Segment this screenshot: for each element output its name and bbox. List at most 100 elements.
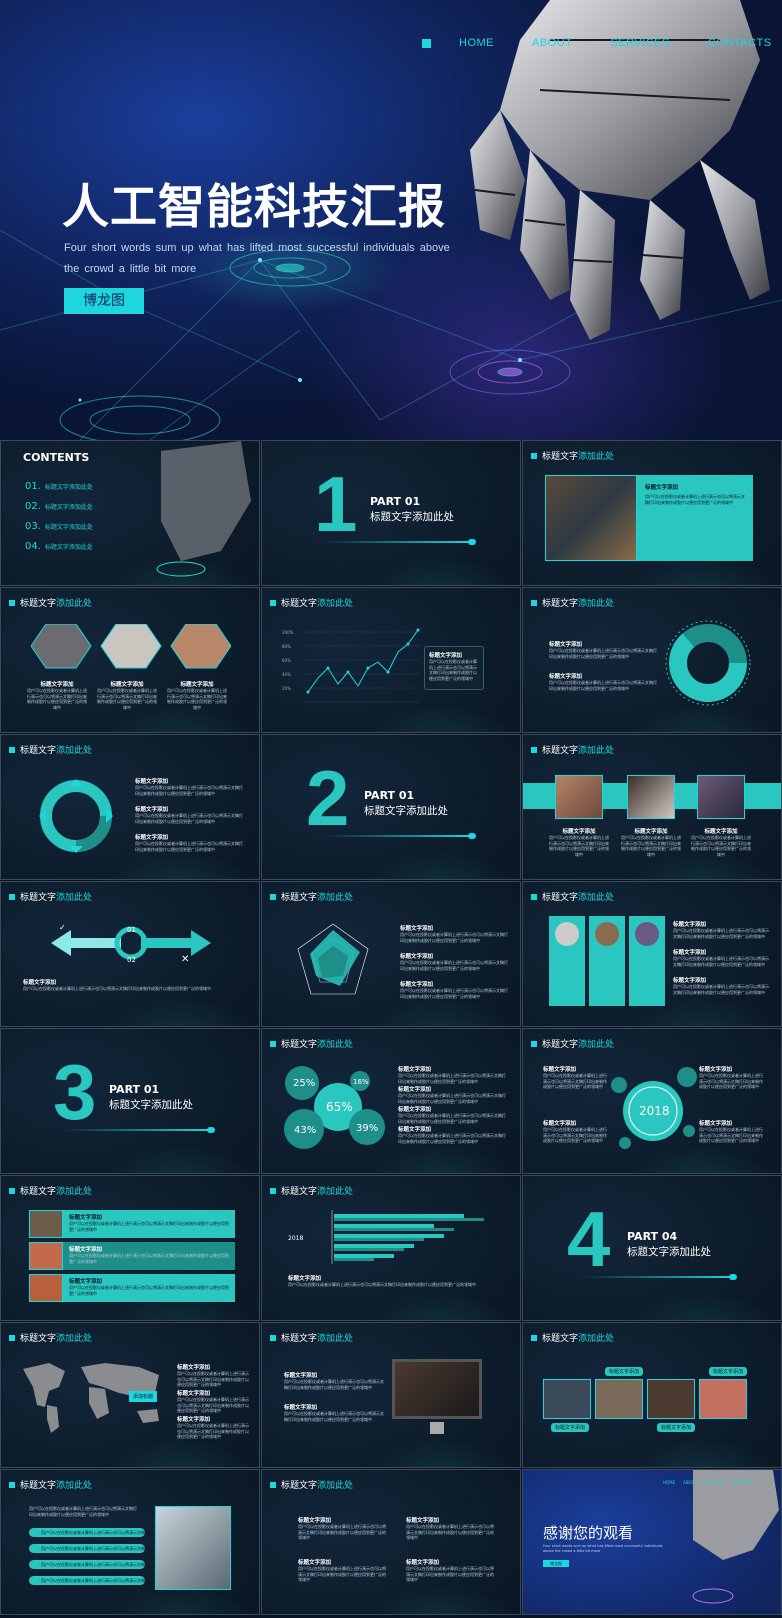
contents-list: 01. 标题文字添加此处 02. 标题文字添加此处 03. 标题文字添加此处 04. 标… [25, 481, 93, 552]
photo-tile [699, 1379, 747, 1419]
slide-hexagons[interactable]: 标题文字 添加此处 标题文字添加 用户可以在投影仪或者计算机上进行演示也可以将演示文… [0, 587, 260, 733]
contents-heading: CONTENTS [23, 451, 90, 464]
bar-row: 标题文字添加 用户可以在投影仪或者计算机上进行演示也可以将演示文稿打印出来制作成胶… [29, 1242, 235, 1270]
tag: 标题文字添加 [551, 1423, 590, 1432]
nav-about[interactable]: ABOUT [532, 37, 573, 49]
hero-subtitle: Four short words sum up what has lifted … [64, 242, 450, 275]
hero-button[interactable]: 博龙图 [64, 288, 144, 314]
donut-chart [665, 620, 751, 706]
team-card [589, 916, 625, 1006]
map-tag: 添加标题 [129, 1391, 158, 1402]
slide-title: 标题文字 添加此处 [531, 1037, 614, 1050]
text-block: 标题文字添加 用户可以在投影仪或者计算机上进行演示也可以将演示文稿打印出来制作成胶… [135, 807, 243, 824]
y-tick: 60% [282, 658, 291, 663]
vr-photo [697, 775, 745, 819]
slide-radar[interactable]: 标题文字 添加此处 标题文字添加 用户可以在投影仪或者计算机上进行演示也可以将演示文… [261, 881, 521, 1027]
y-tick: 100% [282, 630, 294, 635]
text-block: 标题文字添加 用户可以在投影仪或者计算机上进行演示也可以将演示文稿打印出来制作成胶… [549, 642, 657, 659]
building-photo [555, 775, 603, 819]
svg-text:✕: ✕ [181, 954, 189, 965]
svg-text:01: 01 [127, 926, 136, 934]
list-item[interactable]: 02. 标题文字添加此处 [25, 501, 93, 512]
text-block: 标题文字添加 用户可以在投影仪或者计算机上进行演示也可以将演示文稿打印出来制作成胶… [549, 674, 657, 691]
nav-services[interactable]: SERVICES [610, 37, 670, 49]
slide-title: 标题文字 添加此处 [270, 596, 353, 609]
part-label: PART 01 [370, 495, 421, 508]
slide-part-3[interactable]: 3 PART 01 标题文字添加此处 [0, 1028, 260, 1174]
tag: 标题文字添加 [657, 1423, 696, 1432]
hex-caption: 标题文字添加 用户可以在投影仪或者计算机上进行演示也可以将演示文稿打印出来制作成胶… [97, 682, 157, 710]
thanks-title: 感谢您的观看 [543, 1524, 634, 1542]
slide-photo-bars[interactable]: 标题文字 添加此处 标题文字添加 用户可以在投影仪或者计算机上进行演示也可以将演示文… [0, 1175, 260, 1321]
slide-photo-band[interactable]: 标题文字 添加此处 标题文字添加 用户可以在投影仪或者计算机上进行演示也可以将演示文… [522, 734, 782, 880]
slide-thanks[interactable]: HOME ABOUT SERVICES CONTACTS 感谢您的观看 Four sh… [522, 1469, 782, 1615]
thanks-subtitle: Four short words sum up what has lifted … [543, 1544, 663, 1553]
rocket-line-icon [322, 833, 476, 839]
year-circle-diagram: 2018 [611, 1067, 697, 1149]
monitor-screen [392, 1359, 482, 1419]
slide-part-4[interactable]: 4 PART 04 标题文字添加此处 [522, 1175, 782, 1321]
tag: 标题文字添加 [709, 1367, 748, 1376]
thanks-button[interactable]: 博龙图 [543, 1560, 569, 1567]
slide-world-map[interactable]: 标题文字 添加此处 添加标题 标题文字添加 用户可以在投影仪或者计算机上进行演示也可… [0, 1322, 260, 1468]
svg-text:✓: ✓ [59, 923, 66, 932]
slide-title: 标题文字 添加此处 [9, 890, 92, 903]
slide-numbered-list[interactable]: 标题文字 添加此处 用户可以在投影仪或者计算机上进行演示也可以将演示文稿打印出来制… [0, 1469, 260, 1615]
part-subtitle: 标题文字添加此处 [364, 805, 448, 817]
hero-title: 人工智能科技汇报 [62, 180, 446, 235]
y-tick: 20% [282, 686, 291, 691]
slide-title: 标题文字 添加此处 [531, 449, 614, 462]
slide-bar-chart[interactable]: 标题文字 添加此处 2018 标题文字添加 用户可以在投影仪或者计算机上进行演示也可… [261, 1175, 521, 1321]
network-background [0, 229, 782, 440]
tag: 标题文字添加 [605, 1367, 644, 1376]
list-item[interactable]: 04. 标题文字添加此处 [25, 541, 93, 552]
glasses-photo [155, 1506, 231, 1590]
slide-cycle[interactable]: 标题文字 添加此处 标题文字添加 用户可以在投影仪或者计算机上进行演示也可以将演示文… [0, 734, 260, 880]
slide-part-1[interactable]: 1 PART 01 标题文字添加此处 [261, 440, 521, 586]
nav-home[interactable]: HOME [459, 37, 494, 49]
photo-tile [543, 1379, 591, 1419]
slide-part-2[interactable]: 2 PART 01 标题文字添加此处 [261, 734, 521, 880]
hex-caption: 标题文字添加 用户可以在投影仪或者计算机上进行演示也可以将演示文稿打印出来制作成胶… [27, 682, 87, 710]
slide-team-cards[interactable]: 标题文字 添加此处 标题文字添加 用户可以在投影仪或者计算机上进行演示也可以将演示文… [522, 881, 782, 1027]
slide-title: 标题文字 添加此处 [9, 596, 92, 609]
slide-arrows[interactable]: 标题文字 添加此处 01 02 ✕ ✓ 标题文字添加 用户可以在投影仪或者计算机上进行… [0, 881, 260, 1027]
list-item[interactable]: 01. 标题文字添加此处 [25, 481, 93, 492]
list-item: 用户可以在投影仪或者计算机上进行演示也可以将演示文稿打印出来制作成胶片以便应用到… [29, 1544, 145, 1560]
text-block: 标题文字添加 用户可以在投影仪或者计算机上进行演示也可以将演示文稿打印出来制作成胶… [135, 779, 243, 796]
slide-line-chart[interactable]: 标题文字 添加此处 100% 80% 60% 40% 20% 标题文字添加 用户可以… [261, 587, 521, 733]
part-label: PART 04 [627, 1230, 678, 1243]
list-item: 用户可以在投影仪或者计算机上进行演示也可以将演示文稿打印出来制作成胶片以便应用到… [29, 1576, 145, 1592]
part-number: 4 [567, 1195, 611, 1283]
svg-text:25%: 25% [293, 1078, 315, 1089]
list-item[interactable]: 03. 标题文字添加此处 [25, 521, 93, 532]
part-label: PART 01 [364, 789, 415, 802]
slide-four-items[interactable]: 标题文字 添加此处 标题文字添加 用户可以在投影仪或者计算机上进行演示也可以将演示文… [261, 1469, 521, 1615]
slide-bubbles[interactable]: 标题文字 添加此处 25% 16% 65% 43% 39% 标题文字添加 用户可以在… [261, 1028, 521, 1174]
hexagon-photos [31, 624, 231, 669]
bubble-chart: 25% 16% 65% 43% 39% [284, 1066, 385, 1149]
text-block: 标题文字添加 用户可以在投影仪或者计算机上进行演示也可以将演示文稿打印出来制作成胶… [23, 980, 211, 991]
rocket-line-icon [61, 1127, 215, 1133]
part-label: PART 01 [109, 1083, 160, 1096]
slide-photo-strip[interactable]: 标题文字 添加此处 标题文字添加 标题文字添加 标题文字添加 标题文字添加 [522, 1322, 782, 1468]
slide-monitor[interactable]: 标题文字 添加此处 标题文字添加 用户可以在投影仪或者计算机上进行演示也可以将演示文… [261, 1322, 521, 1468]
callout-box: 标题文字添加 用户可以在投影仪或者计算机上进行演示也可以将演示文稿打印出来制作成胶… [424, 646, 484, 690]
slide-title: 标题文字 添加此处 [9, 743, 92, 756]
svg-text:43%: 43% [294, 1125, 316, 1136]
slide-contents[interactable]: CONTENTS 01. 标题文字添加此处 02. 标题文字添加此处 03. 标题文字… [0, 440, 260, 586]
y-tick: 40% [282, 672, 291, 677]
photo-tile [647, 1379, 695, 1419]
y-tick: 80% [282, 644, 291, 649]
bar-row: 标题文字添加 用户可以在投影仪或者计算机上进行演示也可以将演示文稿打印出来制作成胶… [29, 1210, 235, 1238]
slide-2018-circle[interactable]: 标题文字 添加此处 2018 标题文字添加 用户可以在投影仪或者计算机上进行演示也可… [522, 1028, 782, 1174]
radar-chart [297, 923, 369, 995]
text-block: 标题文字添加 用户可以在投影仪或者计算机上进行演示也可以将演示文稿打印出来制作成胶… [135, 835, 243, 852]
bar-row: 标题文字添加 用户可以在投影仪或者计算机上进行演示也可以将演示文稿打印出来制作成胶… [29, 1274, 235, 1302]
slide-donut[interactable]: 标题文字 添加此处 标题文字添加 用户可以在投影仪或者计算机上进行演示也可以将演示文… [522, 587, 782, 733]
slide-photo-text[interactable]: 标题文字 添加此处 标题文字添加 用户可以在投影仪或者计算机上进行演示也可以将演示… [522, 440, 782, 586]
slide-title: 标题文字 添加此处 [270, 1478, 353, 1491]
svg-text:2018: 2018 [288, 1235, 303, 1242]
nav-contacts[interactable]: CONTACTS [707, 37, 772, 49]
part-subtitle: 标题文字添加此处 [627, 1246, 711, 1258]
